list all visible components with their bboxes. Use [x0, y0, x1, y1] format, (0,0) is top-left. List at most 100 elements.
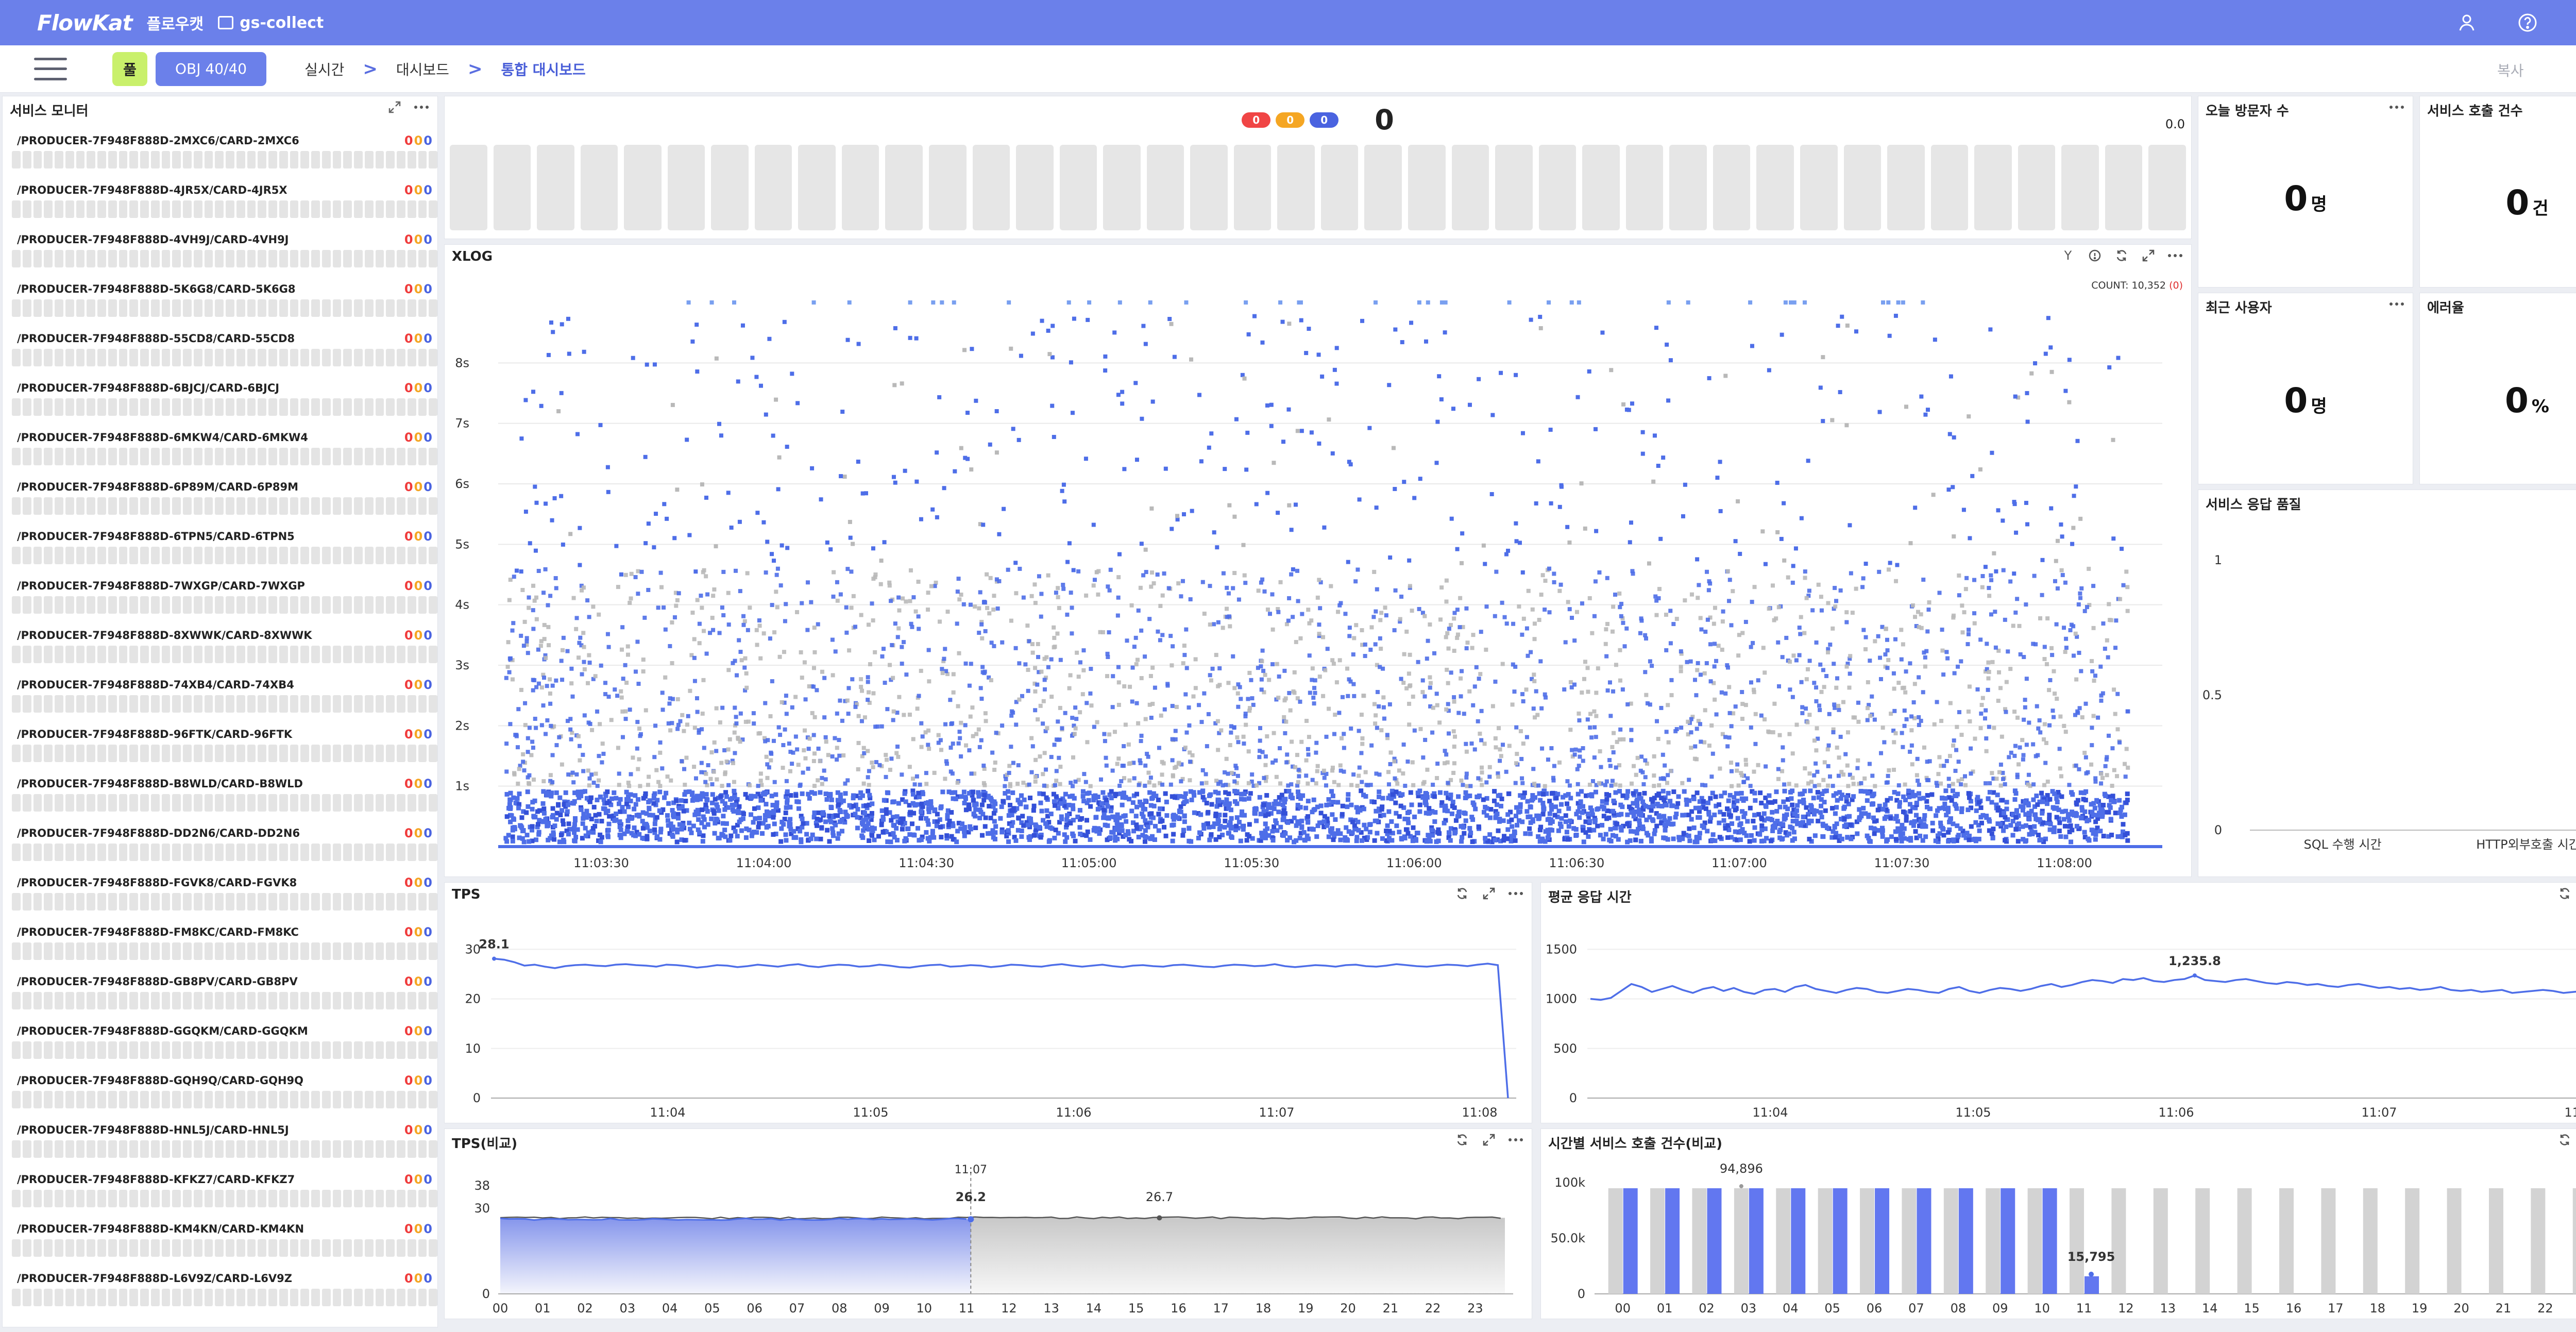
service-row[interactable]: /PRODUCER-7F948F888D-GB8PV/CARD-GB8PV 000 [12, 970, 437, 1020]
service-row[interactable]: /PRODUCER-7F948F888D-8XWWK/CARD-8XWWK 000 [12, 624, 437, 673]
xlog-point [760, 831, 765, 836]
xlog-point [1917, 675, 1921, 680]
copy-button[interactable]: 복사 [2497, 62, 2524, 79]
service-row[interactable]: /PRODUCER-7F948F888D-GGQKM/CARD-GGQKM 000 [12, 1020, 437, 1069]
xlog-point [1027, 837, 1032, 842]
breadcrumb-realtime[interactable]: 실시간 [304, 61, 345, 78]
service-row[interactable]: /PRODUCER-7F948F888D-KM4KN/CARD-KM4KN 000 [12, 1218, 437, 1267]
xlog-point [1549, 803, 1554, 808]
service-row[interactable]: /PRODUCER-7F948F888D-B8WLD/CARD-B8WLD 000 [12, 772, 437, 822]
help-icon[interactable] [2514, 9, 2541, 36]
xlog-point [1063, 839, 1068, 844]
service-row[interactable]: /PRODUCER-7F948F888D-DD2N6/CARD-DD2N6 000 [12, 822, 437, 871]
xlog-point [810, 832, 815, 837]
xlog-point [1311, 696, 1316, 700]
xlog-point [666, 823, 671, 828]
service-row[interactable]: /PRODUCER-7F948F888D-7WXGP/CARD-7WXGP 000 [12, 575, 437, 624]
service-row[interactable]: /PRODUCER-7F948F888D-4VH9J/CARD-4VH9J 000 [12, 228, 437, 278]
xlog-point [636, 592, 640, 596]
pool-badge[interactable]: 풀 [112, 52, 147, 86]
more-icon[interactable] [2389, 296, 2404, 312]
xlog-point [956, 741, 961, 746]
service-row[interactable]: /PRODUCER-7F948F888D-KFKZ7/CARD-KFKZ7 000 [12, 1168, 437, 1218]
xlog-point [1170, 737, 1175, 741]
xlog-point [1680, 813, 1685, 818]
xlog-point [2082, 809, 2088, 814]
xlog-point [1571, 826, 1577, 831]
app-logo[interactable]: FlowKat [37, 10, 133, 36]
expand-icon[interactable] [2141, 248, 2156, 263]
edit-button[interactable]: 편집 [2575, 60, 2576, 80]
service-row[interactable]: /PRODUCER-7F948F888D-HNL5J/CARD-HNL5J 000 [12, 1119, 437, 1168]
service-row[interactable]: /PRODUCER-7F948F888D-74XB4/CARD-74XB4 000 [12, 673, 437, 723]
xlog-point [1006, 567, 1010, 572]
xlog-point [1038, 703, 1043, 708]
more-icon[interactable] [2389, 99, 2404, 115]
refresh-icon[interactable] [2114, 248, 2129, 263]
xlog-point [2062, 626, 2066, 630]
xlog-point [1143, 763, 1148, 768]
xlog-point [1003, 784, 1007, 788]
more-icon[interactable] [414, 99, 429, 115]
xlog-point [962, 833, 967, 838]
xlog-point [1310, 678, 1314, 682]
xlog-point [2121, 583, 2126, 587]
xlog-point [1886, 773, 1890, 778]
xlog-point [1692, 678, 1697, 682]
service-row[interactable]: /PRODUCER-7F948F888D-GQH9Q/CARD-GQH9Q 000 [12, 1069, 437, 1119]
xlog-point [1355, 810, 1360, 815]
xlog-title: XLOG [452, 249, 493, 264]
y-axis-toggle-icon[interactable]: Y [2064, 248, 2072, 263]
xlog-point [1187, 838, 1192, 844]
service-row[interactable]: /PRODUCER-7F948F888D-5K6G8/CARD-5K6G8 000 [12, 278, 437, 327]
xlog-point [1338, 763, 1343, 768]
xlog-point [1635, 803, 1640, 808]
info-icon[interactable] [2087, 248, 2103, 263]
xlog-point [1644, 831, 1649, 836]
xlog-point [824, 739, 828, 744]
xlog-point [1254, 818, 1259, 823]
service-row[interactable]: /PRODUCER-7F948F888D-L6V9Z/CARD-L6V9Z 000 [12, 1267, 437, 1317]
xlog-point [1999, 734, 2004, 739]
xlog-point [1084, 818, 1090, 823]
more-icon[interactable] [2167, 248, 2183, 263]
xlog-point [541, 811, 547, 816]
service-row[interactable]: /PRODUCER-7F948F888D-96FTK/CARD-96FTK 000 [12, 723, 437, 772]
expand-icon[interactable] [387, 99, 402, 115]
xlog-point [976, 727, 981, 732]
xlog-point [1009, 745, 1013, 749]
xlog-point [2124, 747, 2129, 751]
xlog-point [753, 794, 758, 799]
xlog-point [1156, 812, 1161, 817]
service-row[interactable]: /PRODUCER-7F948F888D-55CD8/CARD-55CD8 000 [12, 327, 437, 377]
user-icon[interactable] [2453, 9, 2480, 36]
xlog-point [625, 824, 631, 829]
xlog-point [2032, 804, 2038, 809]
service-row[interactable]: /PRODUCER-7F948F888D-6TPN5/CARD-6TPN5 000 [12, 525, 437, 575]
service-row[interactable]: /PRODUCER-7F948F888D-2MXC6/CARD-2MXC6 000 [12, 129, 437, 179]
breadcrumb-dashboard[interactable]: 대시보드 [396, 61, 449, 78]
xlog-point [1024, 820, 1029, 825]
menu-icon[interactable] [34, 57, 67, 80]
y-tick-label: 1s [455, 779, 469, 794]
service-row[interactable]: /PRODUCER-7F948F888D-6P89M/CARD-6P89M 000 [12, 476, 437, 525]
service-row[interactable]: /PRODUCER-7F948F888D-6MKW4/CARD-6MKW4 000 [12, 426, 437, 476]
service-row[interactable]: /PRODUCER-7F948F888D-FM8KC/CARD-FM8KC 000 [12, 921, 437, 970]
xlog-point [782, 817, 787, 822]
xlog-point [684, 755, 689, 760]
service-row[interactable]: /PRODUCER-7F948F888D-FGVK8/CARD-FGVK8 000 [12, 871, 437, 921]
xlog-point [907, 803, 912, 808]
project-selector[interactable]: gs-collect [218, 14, 324, 32]
service-row[interactable]: /PRODUCER-7F948F888D-6BJCJ/CARD-6BJCJ 000 [12, 377, 437, 426]
xlog-point [1891, 728, 1896, 733]
xlog-point [741, 811, 746, 816]
xlog-point [1504, 769, 1509, 774]
xlog-point [1822, 800, 1827, 805]
service-name: /PRODUCER-7F948F888D-6TPN5/CARD-6TPN5 [17, 530, 295, 543]
obj-count-button[interactable]: OBJ 40/40 [156, 52, 267, 86]
service-row[interactable]: /PRODUCER-7F948F888D-4JR5X/CARD-4JR5X 000 [12, 179, 437, 228]
xlog-point [770, 802, 775, 807]
xlog-point [967, 806, 972, 812]
xlog-point [722, 748, 727, 753]
